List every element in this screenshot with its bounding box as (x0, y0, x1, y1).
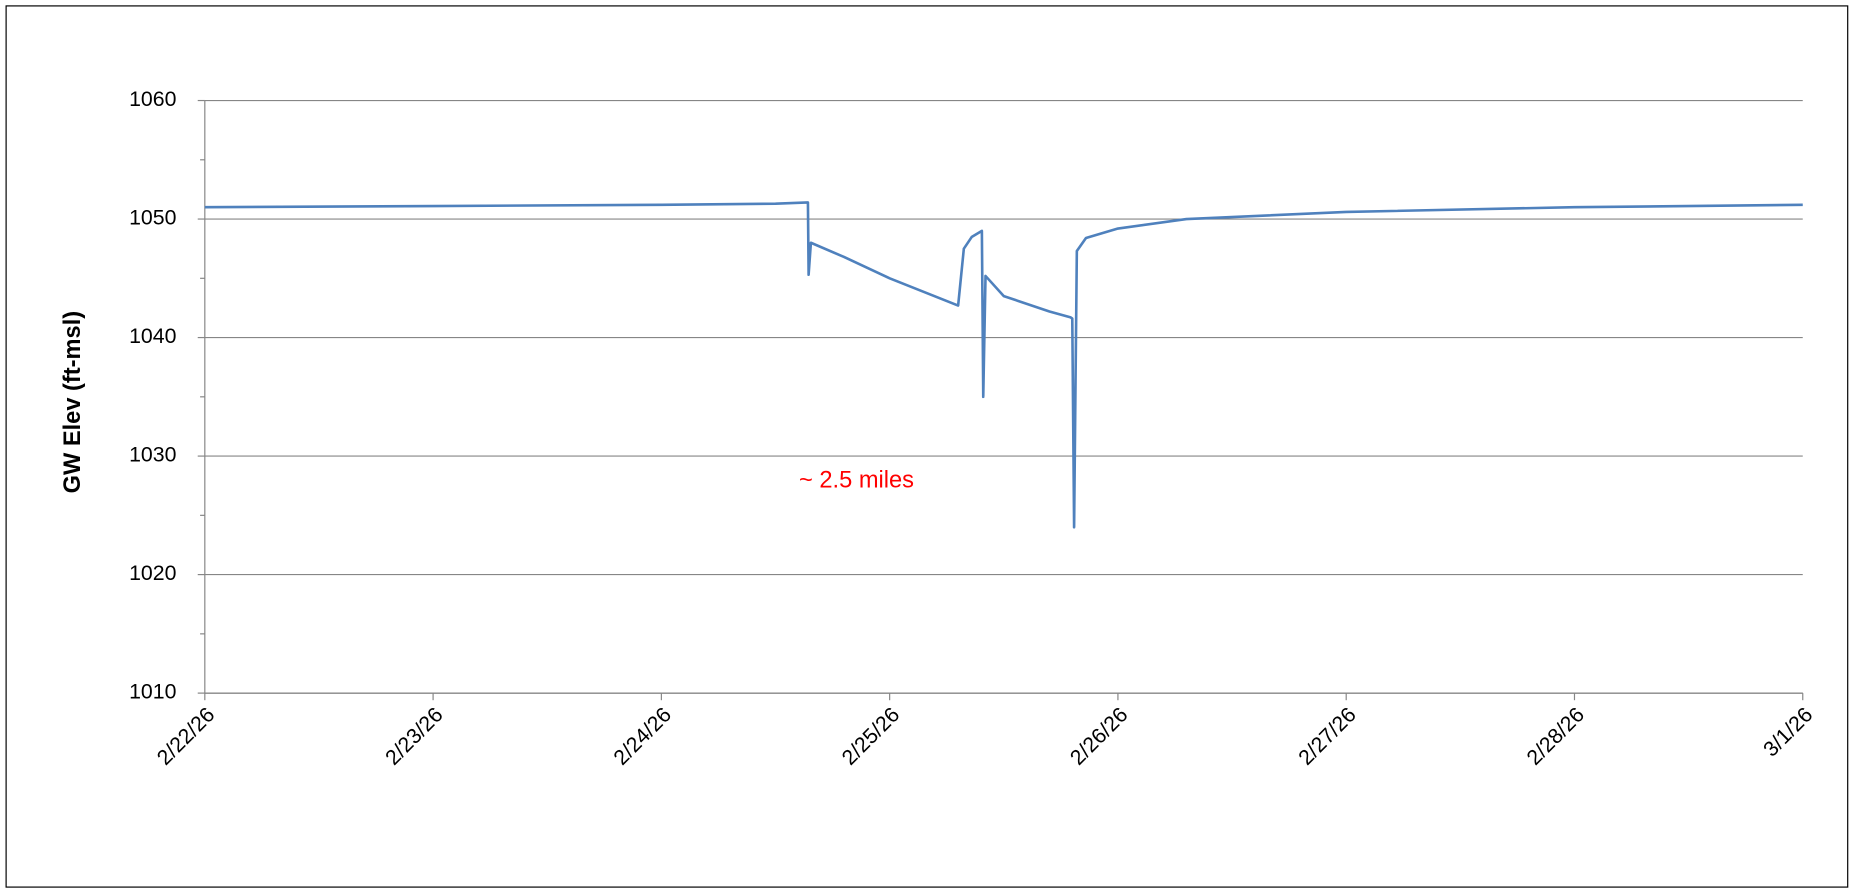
y-tick-label: 1040 (129, 324, 176, 348)
y-tick-label: 1060 (129, 87, 176, 111)
data-line (204, 201, 1803, 529)
y-tick-label: 1030 (129, 443, 176, 467)
annotation: ~ 2.5 miles (799, 468, 914, 494)
y-tick-label: 1010 (129, 680, 176, 704)
y-tick-label: 1020 (129, 561, 176, 585)
chart-border (5, 5, 1849, 888)
y-tick-label: 1050 (129, 206, 176, 230)
y-axis-label: GW Elev (ft-msl) (60, 311, 86, 494)
